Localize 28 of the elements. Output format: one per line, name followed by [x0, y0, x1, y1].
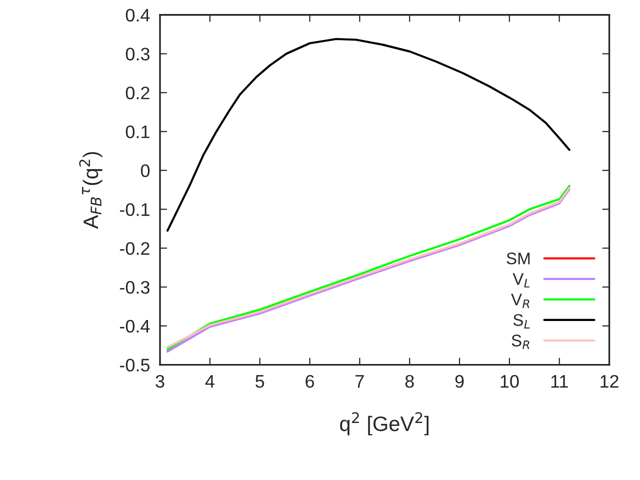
legend-label: S$_{R}$ [512, 334, 530, 350]
x-tick-label: 8 [405, 375, 414, 388]
y-axis-title: A$_{FB}$$^{τ}$(q$^{2}$) [79, 152, 102, 229]
y-tick-label: 0 [140, 164, 150, 178]
y-tick-label: 0.3 [126, 48, 150, 60]
x-axis-title: q$^{2}$ [GeV$^{2}$] [340, 412, 428, 436]
x-tick-label: 10 [500, 375, 519, 388]
y-tick-label: -0.4 [120, 320, 150, 333]
x-tick-label: 11 [551, 375, 568, 388]
y-tick-label: 0.1 [126, 125, 150, 138]
y-tick-label: -0.3 [120, 280, 150, 294]
legend-label: S$_{L}$ [513, 314, 530, 329]
y-tick-label: -0.2 [120, 242, 150, 255]
x-tick-label: 4 [205, 375, 214, 388]
x-tick-label: 7 [356, 375, 364, 388]
x-tick-label: 9 [455, 375, 464, 388]
y-tick-label: -0.1 [120, 203, 150, 216]
legend-label: V$_{L}$ [512, 273, 530, 288]
line-series [166, 38, 570, 232]
legend-label: V$_{R}$ [511, 294, 530, 308]
y-tick-label: 0.2 [126, 86, 150, 100]
legend-label: SM [506, 252, 530, 264]
x-tick-label: 6 [306, 375, 314, 388]
y-tick-label: 0.4 [126, 8, 150, 22]
x-tick-label: 12 [600, 375, 618, 388]
x-tick-label: 3 [156, 375, 164, 388]
y-tick-label: -0.5 [120, 358, 150, 372]
x-tick-label: 5 [256, 375, 264, 388]
